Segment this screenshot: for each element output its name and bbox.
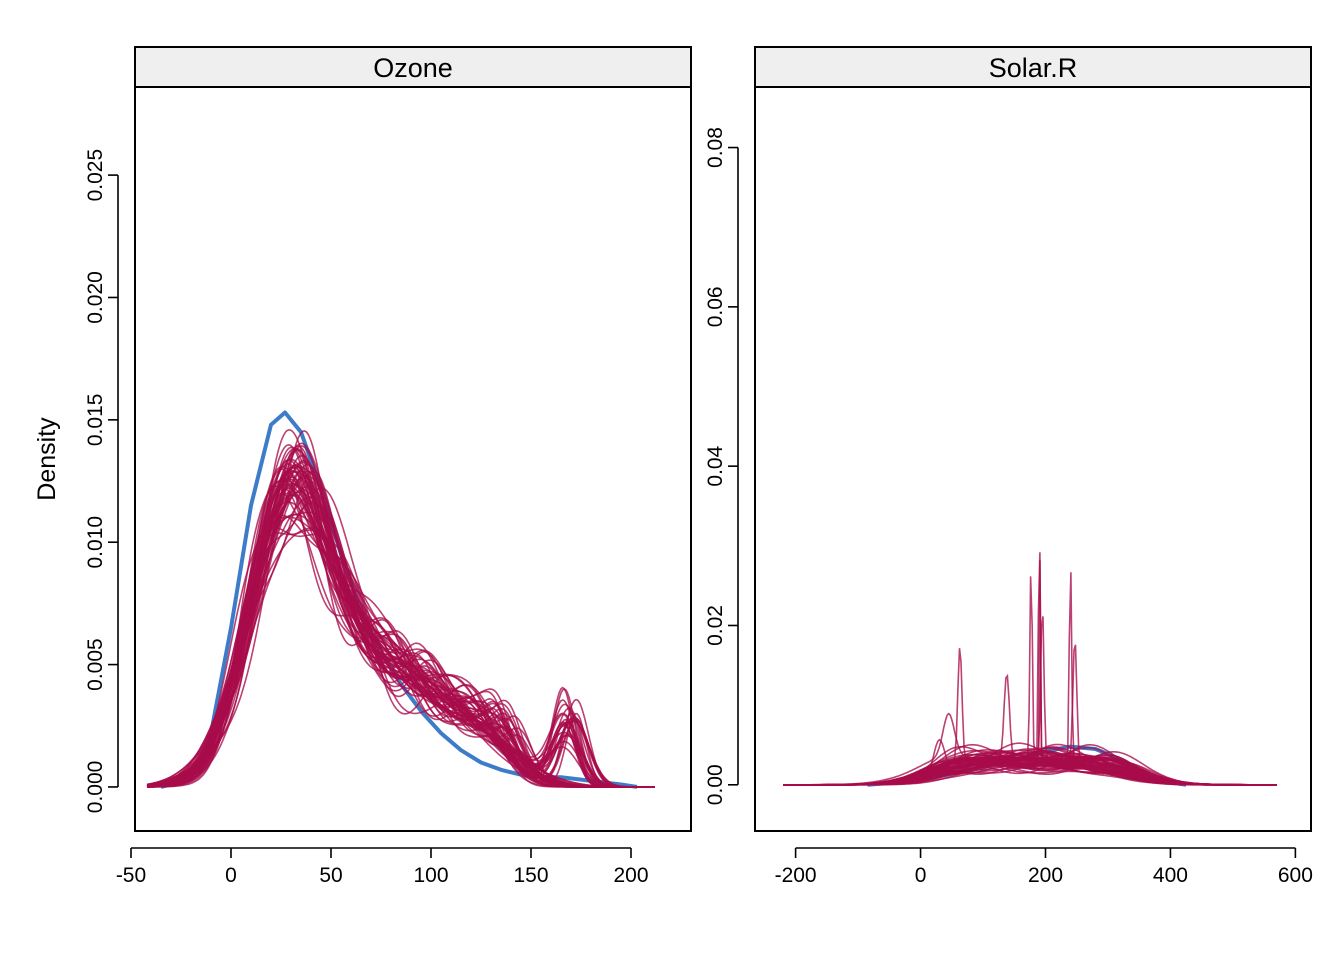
y-tick-label-solar-r: 0.00 <box>704 764 727 805</box>
y-axis-title: Density <box>33 417 61 501</box>
imputed-density-curve-53 <box>146 463 655 788</box>
y-tick-label-ozone: 0.020 <box>84 271 107 324</box>
x-tick-label-solar-r: 400 <box>1153 864 1188 887</box>
x-tick-label-solar-r: 200 <box>1028 864 1063 887</box>
x-tick-label-ozone: 150 <box>513 864 548 887</box>
x-tick-label-ozone: 100 <box>413 864 448 887</box>
strip-solar-r <box>754 46 1312 88</box>
y-tick-label-solar-r: 0.08 <box>704 127 727 168</box>
x-tick-label-solar-r: 0 <box>915 864 927 887</box>
x-tick-label-ozone: 50 <box>319 864 342 887</box>
panel-ozone: Ozone -50 0 50 100 150 200 0.000 0.005 0.010 0.01… <box>84 46 692 887</box>
x-tick-label-ozone: 0 <box>225 864 237 887</box>
y-tick-label-ozone: 0.005 <box>84 638 107 691</box>
y-tick-label-ozone: 0.015 <box>84 394 107 447</box>
y-tick-label-ozone: 0.025 <box>84 149 107 202</box>
x-tick-label-ozone: 200 <box>613 864 648 887</box>
x-tick-label-solar-r: 600 <box>1278 864 1313 887</box>
x-tick-label-ozone: -50 <box>116 864 146 887</box>
y-tick-label-solar-r: 0.06 <box>704 286 727 327</box>
plot-frame-solar-r <box>754 86 1312 832</box>
curves-solar-r <box>783 552 1277 787</box>
plot-frame-ozone <box>134 86 692 832</box>
imputed-density-curve-60 <box>146 470 655 788</box>
imputed-density-curve-60 <box>783 746 1277 786</box>
strip-ozone <box>134 46 692 88</box>
panel-solar-r: Solar.R -200 0 200 400 600 0.00 0.02 0.04 0.06 0.… <box>704 46 1313 887</box>
observed-density-curve <box>160 410 638 789</box>
axes-ozone: -50 0 50 100 150 200 0.000 0.005 0.010 0.015 0.020… <box>84 149 649 887</box>
y-tick-label-solar-r: 0.02 <box>704 605 727 646</box>
y-tick-label-solar-r: 0.04 <box>704 445 727 486</box>
y-tick-label-ozone: 0.010 <box>84 516 107 569</box>
x-tick-label-solar-r: -200 <box>775 864 817 887</box>
strip-label-solar-r: Solar.R <box>989 53 1078 83</box>
curves-ozone <box>146 410 655 789</box>
strip-label-ozone: Ozone <box>373 53 453 83</box>
axes-solar-r: -200 0 200 400 600 0.00 0.02 0.04 0.06 0.08 <box>704 127 1313 887</box>
imputed-density-curve-59 <box>147 491 655 788</box>
y-tick-label-ozone: 0.000 <box>84 761 107 814</box>
